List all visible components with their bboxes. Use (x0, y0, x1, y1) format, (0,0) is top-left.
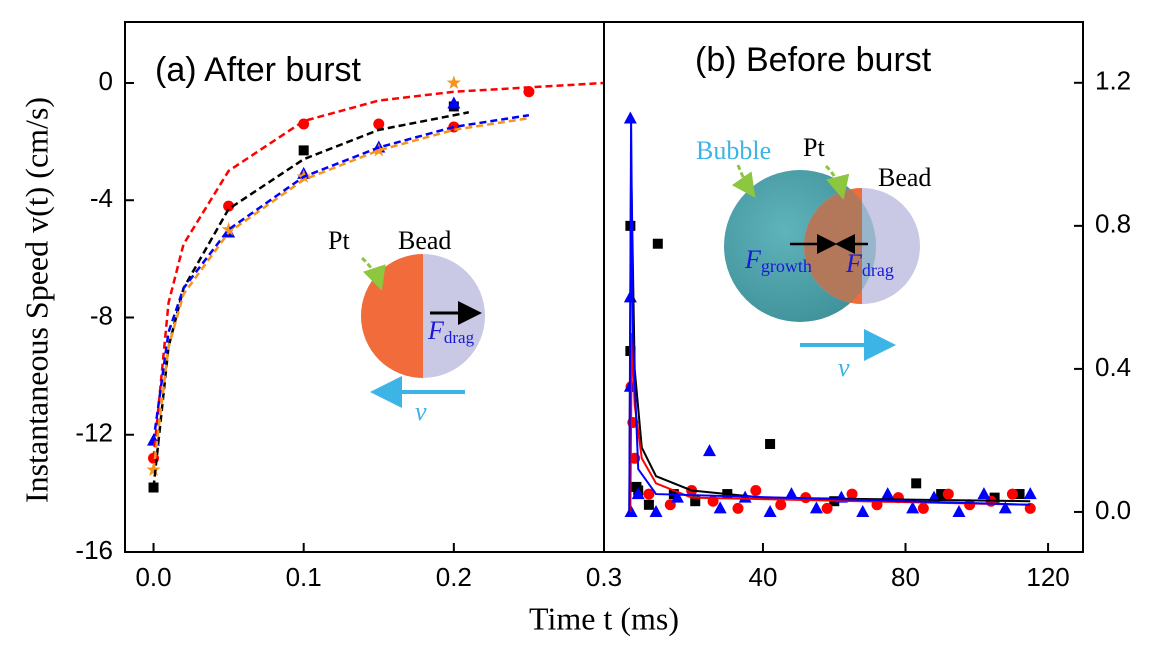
point (763, 504, 777, 517)
point (784, 487, 798, 500)
y-tick-label: -12 (75, 418, 113, 448)
point (523, 86, 535, 98)
label: F (845, 249, 863, 278)
label: drag (862, 260, 894, 280)
fit-line (629, 333, 1031, 512)
y-tick-label: -16 (75, 535, 113, 565)
force-label: Fdrag (845, 249, 894, 280)
point (713, 501, 727, 514)
point (1014, 489, 1025, 500)
point (846, 488, 858, 500)
label: v (415, 397, 427, 426)
pt-half (361, 254, 423, 378)
point (809, 501, 823, 514)
label: growth (761, 256, 812, 276)
point (952, 504, 966, 517)
label: Pt (803, 133, 825, 162)
point (750, 484, 762, 496)
point (732, 502, 744, 514)
fit-line (152, 116, 530, 471)
point (631, 487, 645, 500)
point (670, 490, 684, 503)
point (221, 222, 236, 236)
y-axis-label: Instantaneous Speed v(t) (cm/s) (18, 97, 54, 503)
label: v (838, 353, 850, 382)
fit-line (152, 111, 470, 488)
label: F (427, 316, 445, 345)
point (690, 496, 701, 507)
point (765, 438, 776, 449)
inset-b: Bubble Pt Bead Fgrowth Fdrag v (696, 133, 931, 382)
point (911, 478, 922, 489)
point (643, 488, 655, 500)
x-tick-label: 0.1 (286, 562, 322, 592)
point (942, 488, 954, 500)
x-axis-label: Time t (ms) (529, 600, 679, 636)
x-tick-label: 120 (1026, 562, 1069, 592)
point (998, 501, 1012, 514)
point (881, 487, 895, 500)
point (223, 200, 235, 212)
pointer (731, 164, 756, 198)
y-tick-label: 0 (99, 66, 113, 96)
point (856, 504, 870, 517)
fit-line (152, 113, 530, 441)
point (977, 487, 991, 500)
point (371, 142, 386, 157)
point (623, 111, 637, 124)
label: drag (444, 328, 475, 347)
x-tick-label: 0.2 (436, 562, 472, 592)
overlap (804, 188, 876, 304)
y-tick-label: 0.4 (1095, 352, 1131, 382)
y-tick-label: 0.0 (1095, 495, 1131, 525)
label: Pt (328, 226, 350, 255)
point (702, 444, 716, 457)
point (917, 502, 929, 514)
point (821, 502, 833, 514)
point (649, 504, 663, 517)
y-tick-label: -8 (90, 300, 113, 330)
point (775, 499, 787, 511)
y-tick-label: -4 (90, 183, 113, 213)
point (1006, 488, 1018, 500)
label: Bead (878, 163, 931, 192)
point (373, 118, 385, 130)
label: F (744, 245, 762, 274)
y-tick-label: 0.8 (1095, 209, 1131, 239)
plots: 0.0 0.1 0.2 0.3 0 -4 -8 -12 -16 40 80 120 0.0 0.4 0.8 1… (75, 66, 1131, 592)
point (906, 501, 920, 514)
point (936, 489, 947, 500)
point (298, 145, 309, 156)
pointer (824, 164, 850, 200)
label: Bead (398, 226, 451, 255)
point (652, 238, 663, 249)
fit-line (628, 118, 1031, 512)
x-tick-label: 0.3 (586, 562, 622, 592)
force-label: Fdrag (427, 316, 475, 347)
panel-title: (b) Before burst (695, 41, 932, 79)
panel-title: (a) After burst (155, 51, 362, 89)
label: Bubble (696, 136, 771, 165)
point (447, 96, 461, 109)
point (1023, 487, 1037, 500)
x-tick-label: 80 (891, 562, 920, 592)
x-tick-label: 0.0 (135, 562, 171, 592)
y-tick-label: 1.2 (1095, 66, 1131, 96)
force-label: Fgrowth (744, 245, 812, 276)
point (298, 118, 310, 130)
inset-a: Pt Bead Fdrag v (328, 226, 485, 426)
fit-line (152, 81, 605, 459)
pointer (360, 256, 386, 291)
x-tick-label: 40 (748, 562, 777, 592)
point (643, 499, 654, 510)
point (446, 75, 461, 90)
